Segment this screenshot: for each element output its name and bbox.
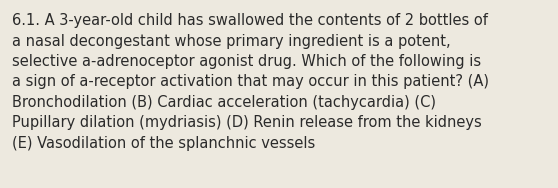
Text: 6.1. A 3-year-old child has swallowed the contents of 2 bottles of
a nasal decon: 6.1. A 3-year-old child has swallowed th… <box>12 13 489 151</box>
